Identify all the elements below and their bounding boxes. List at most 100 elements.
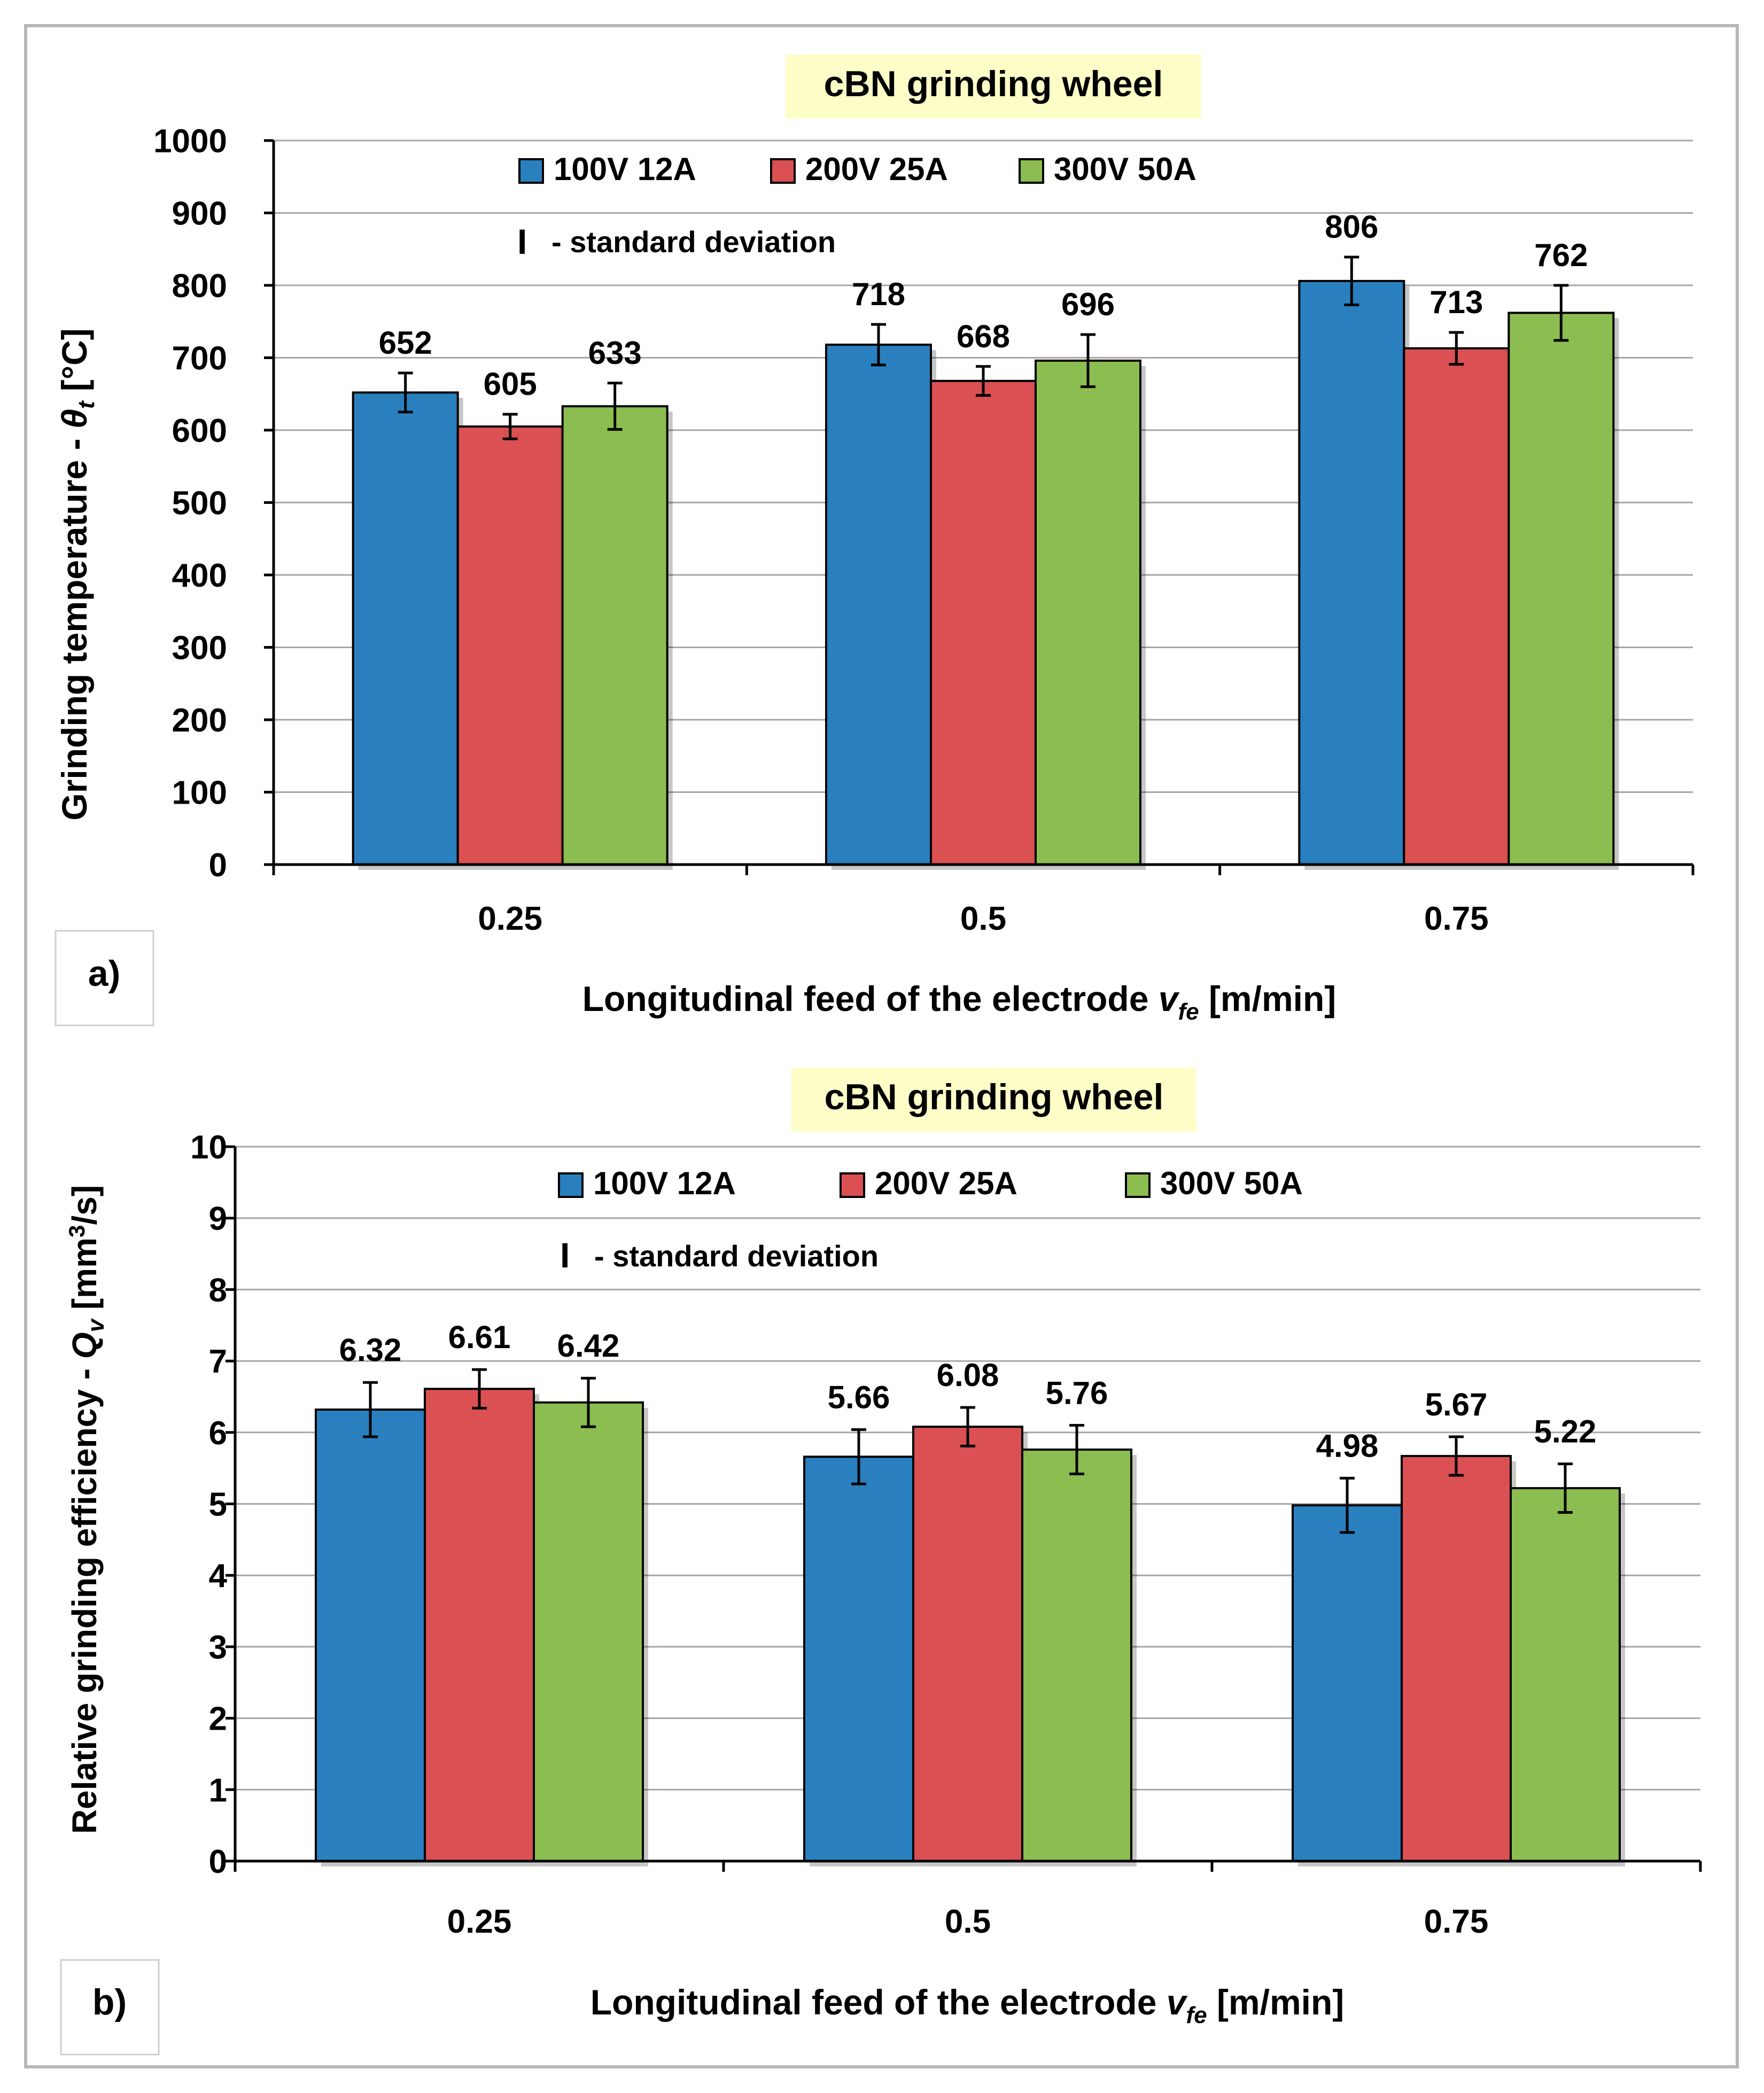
bar — [1507, 312, 1615, 866]
chart-b-axes — [226, 1145, 1702, 1872]
y-tick-label-3: 300 — [172, 630, 227, 667]
chart-a-panel-label: a) — [88, 953, 120, 994]
chart-b-panel-label: b) — [92, 1982, 127, 2022]
bar — [424, 1388, 535, 1862]
value-label: 5.66 — [828, 1379, 890, 1415]
value-label: 696 — [1061, 286, 1115, 322]
chart-a-stddev-label: - standard deviation — [551, 225, 836, 259]
value-label: 5.67 — [1425, 1387, 1488, 1422]
y-tick-label-1: 100 — [172, 775, 227, 812]
value-label: 4.98 — [1316, 1428, 1379, 1464]
chart-b-value-labels: 6.32 6.61 6.42 5.66 6.08 5.76 4.98 5.67 5.22 — [339, 1319, 1597, 1464]
value-label: 5.76 — [1046, 1375, 1108, 1411]
x-tick-label-1: 0.5 — [945, 1903, 991, 1940]
chart-b-legend-swatch-200v — [840, 1172, 865, 1198]
value-label: 718 — [852, 276, 905, 312]
chart-a: cBN grinding wheel 652 605 633 718 668 696 806… — [55, 55, 1695, 1026]
y-tick-label-6: 600 — [172, 413, 227, 449]
value-label: 713 — [1429, 284, 1483, 320]
bar — [1401, 1454, 1512, 1862]
bar — [561, 405, 669, 866]
y-tick-label-7: 7 — [209, 1343, 227, 1380]
y-tick-label-5: 5 — [209, 1487, 227, 1523]
y-tick-label-8: 8 — [209, 1272, 227, 1309]
y-tick-label-0: 0 — [209, 847, 227, 884]
value-label: 633 — [588, 335, 642, 371]
chart-a-legend-swatch-300v — [1019, 158, 1044, 184]
y-tick-label-4: 400 — [172, 557, 227, 594]
y-tick-label-9: 900 — [172, 196, 227, 232]
y-tick-label-9: 9 — [209, 1201, 227, 1238]
chart-b-legend-label-100v: 100V 12A — [593, 1165, 736, 1201]
chart-b-y-axis-label: Relative grinding efficiency - Qv [mm3/s… — [64, 1185, 109, 1834]
value-label: 6.61 — [448, 1319, 511, 1355]
value-label: 6.32 — [339, 1332, 402, 1368]
y-tick-label-4: 4 — [209, 1558, 228, 1594]
bar — [1035, 359, 1141, 866]
chart-a-x-axis-label: Longitudinal feed of the electrode vfe [… — [582, 979, 1336, 1025]
y-tick-label-10: 10 — [190, 1129, 227, 1166]
chart-a-legend-label-300v: 300V 50A — [1054, 151, 1196, 187]
chart-b-legend: 100V 12A 200V 25A 300V 50A — [558, 1165, 1303, 1201]
bar — [1403, 347, 1510, 866]
chart-a-title: cBN grinding wheel — [824, 64, 1163, 104]
chart-b-bars — [315, 1388, 1625, 1866]
x-tick-label-0: 0.25 — [447, 1903, 512, 1940]
value-label: 6.08 — [937, 1357, 999, 1393]
bar — [803, 1456, 914, 1863]
bar — [825, 344, 932, 866]
y-tick-label-0: 0 — [209, 1843, 227, 1880]
chart-b: cBN grinding wheel 6.32 6.61 6.42 5.66 6.08 5… — [60, 1068, 1702, 2056]
chart-b-panel-label-box — [60, 1959, 160, 2056]
chart-b-legend-label-300v: 300V 50A — [1160, 1165, 1303, 1201]
y-tick-label-2: 200 — [172, 702, 227, 739]
value-label: 652 — [379, 325, 432, 361]
chart-b-legend-label-200v: 200V 25A — [875, 1165, 1017, 1201]
bar — [533, 1401, 644, 1862]
bar — [1021, 1448, 1132, 1862]
chart-b-title: cBN grinding wheel — [825, 1077, 1164, 1117]
value-label: 6.42 — [557, 1328, 620, 1364]
chart-a-legend-swatch-200v — [770, 158, 796, 184]
chart-a-stddev-symbol: I — [517, 222, 527, 261]
chart-b-title-background — [791, 1068, 1196, 1132]
chart-a-x-ticks: 0.25 0.5 0.75 — [478, 900, 1488, 937]
chart-a-title-background — [786, 55, 1201, 119]
figure-frame — [24, 24, 1739, 2068]
bar — [315, 1409, 426, 1863]
chart-a-y-ticks: 0 100 200 300 400 500 600 700 800 900 1000 — [153, 123, 227, 884]
value-label: 668 — [957, 318, 1010, 354]
bar — [456, 425, 564, 866]
y-tick-label-1: 1 — [209, 1772, 227, 1809]
value-label: 5.22 — [1534, 1414, 1597, 1450]
y-tick-label-2: 2 — [209, 1701, 227, 1738]
y-tick-label-5: 500 — [172, 485, 227, 522]
y-tick-label-10: 1000 — [153, 123, 227, 160]
chart-b-stddev-symbol: I — [560, 1235, 570, 1275]
chart-a-axes — [264, 139, 1695, 875]
y-tick-label-6: 6 — [209, 1415, 227, 1452]
y-tick-label-8: 800 — [172, 268, 227, 305]
chart-b-error-bars — [363, 1368, 1573, 1534]
chart-b-stddev-label: - standard deviation — [594, 1239, 879, 1273]
chart-a-legend-label-100v: 100V 12A — [554, 151, 696, 187]
y-tick-label-7: 700 — [172, 340, 227, 377]
y-tick-label-3: 3 — [209, 1629, 227, 1666]
value-label: 762 — [1534, 237, 1588, 273]
bar — [912, 1426, 1023, 1862]
chart-a-error-bars — [398, 255, 1569, 440]
chart-a-y-axis-label: Grinding temperature - θt [°C] — [55, 328, 99, 820]
x-tick-label-0: 0.25 — [478, 900, 542, 937]
chart-b-legend-swatch-100v — [558, 1172, 584, 1198]
value-label: 806 — [1325, 209, 1378, 245]
bar — [1510, 1487, 1621, 1862]
chart-b-legend-swatch-300v — [1125, 1172, 1151, 1198]
chart-a-bars — [352, 279, 1619, 870]
value-label: 605 — [484, 366, 537, 402]
chart-b-x-axis-label: Longitudinal feed of the electrode vfe [… — [590, 1982, 1345, 2028]
chart-a-legend-swatch-100v — [518, 158, 544, 184]
x-tick-label-2: 0.75 — [1424, 900, 1489, 937]
bar — [930, 379, 1037, 866]
x-tick-label-1: 0.5 — [960, 900, 1006, 937]
